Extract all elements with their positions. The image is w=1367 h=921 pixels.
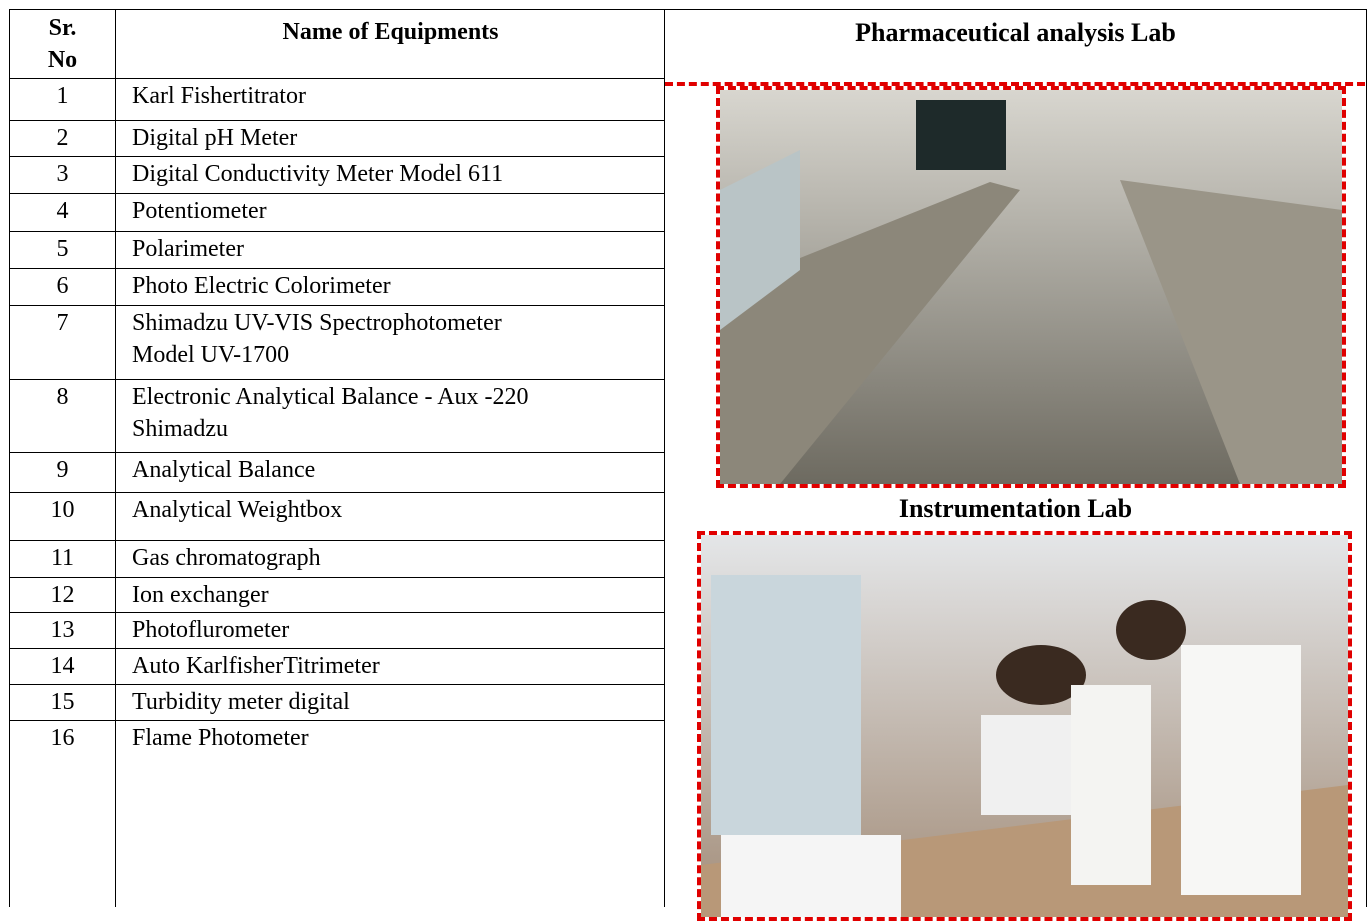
lab-title: Pharmaceutical analysis Lab: [855, 18, 1176, 47]
serial-cell: 9: [10, 453, 116, 492]
equipment-cell: Karl Fishertitrator: [132, 83, 306, 109]
equipment-cell: Photoflurometer: [132, 617, 290, 643]
table-row: 2 Digital pH Meter: [9, 120, 665, 156]
table-row: 14 Auto KarlfisherTitrimeter: [9, 648, 665, 684]
table-row: 6 Photo Electric Colorimeter: [9, 268, 665, 305]
equipment-cell: Polarimeter: [132, 236, 244, 262]
table-row: 9 Analytical Balance: [9, 452, 665, 492]
equipment-cell: Auto KarlfisherTitrimeter: [132, 653, 380, 679]
serial-cell: 12: [10, 578, 116, 612]
table-row: 1 Karl Fishertitrator: [9, 78, 665, 120]
dashed-rule: [665, 82, 1365, 86]
table-row: 11 Gas chromatograph: [9, 540, 665, 577]
equipment-cell: Digital pH Meter: [132, 125, 298, 151]
serial-cell: 10: [10, 493, 116, 540]
lab-column: Pharmaceutical analysis Lab Instrumentat…: [664, 9, 1367, 921]
table-row: 13 Photoflurometer: [9, 612, 665, 648]
equipment-cell: Ion exchanger: [132, 582, 269, 608]
table-row: 4 Potentiometer: [9, 193, 665, 231]
serial-cell: 4: [10, 194, 116, 231]
header-cell: Name of Equipments: [282, 19, 499, 45]
photo-placeholder: [701, 535, 1348, 917]
photo-placeholder: [720, 90, 1342, 484]
equipment-cell: Photo Electric Colorimeter: [132, 273, 391, 299]
equipment-cell: Analytical Balance: [132, 457, 316, 483]
table-header: Sr. No Name of Equipments: [9, 9, 665, 78]
serial-cell: 15: [10, 685, 116, 720]
table-row: 7 Shimadzu UV-VIS Spectrophotometer Model…: [9, 305, 665, 379]
lab-photo: [697, 531, 1352, 921]
serial-cell: 14: [10, 649, 116, 684]
equipment-cell: Shimadzu UV-VIS Spectrophotometer Model …: [132, 310, 502, 368]
serial-cell: 16: [10, 721, 116, 907]
equipment-cell: Flame Photometer: [132, 725, 309, 751]
equipment-cell: Analytical Weightbox: [132, 497, 343, 523]
table-row: 12 Ion exchanger: [9, 577, 665, 612]
serial-cell: 11: [10, 541, 116, 577]
serial-cell: 5: [10, 232, 116, 268]
equipment-cell: Electronic Analytical Balance - Aux -220…: [132, 384, 529, 442]
table-row: 10 Analytical Weightbox: [9, 492, 665, 540]
serial-cell: 7: [10, 306, 116, 379]
serial-cell: 8: [10, 380, 116, 452]
equipment-cell: Gas chromatograph: [132, 545, 321, 571]
serial-cell: 3: [10, 157, 116, 193]
table-row: 5 Polarimeter: [9, 231, 665, 268]
table-row: 16 Flame Photometer: [9, 720, 665, 907]
equipment-cell: Potentiometer: [132, 198, 267, 224]
table-row: 3 Digital Conductivity Meter Model 611: [9, 156, 665, 193]
serial-cell: 2: [10, 121, 116, 156]
serial-cell: 13: [10, 613, 116, 648]
table-row: 8 Electronic Analytical Balance - Aux -22…: [9, 379, 665, 452]
serial-cell: 6: [10, 269, 116, 305]
header-cell: Sr. No: [10, 10, 116, 78]
serial-cell: 1: [10, 79, 116, 120]
lab-photo: [716, 86, 1346, 488]
table-row: 15 Turbidity meter digital: [9, 684, 665, 720]
equipment-cell: Digital Conductivity Meter Model 611: [132, 161, 504, 187]
lab-title: Instrumentation Lab: [898, 494, 1133, 523]
equipment-cell: Turbidity meter digital: [132, 689, 350, 715]
